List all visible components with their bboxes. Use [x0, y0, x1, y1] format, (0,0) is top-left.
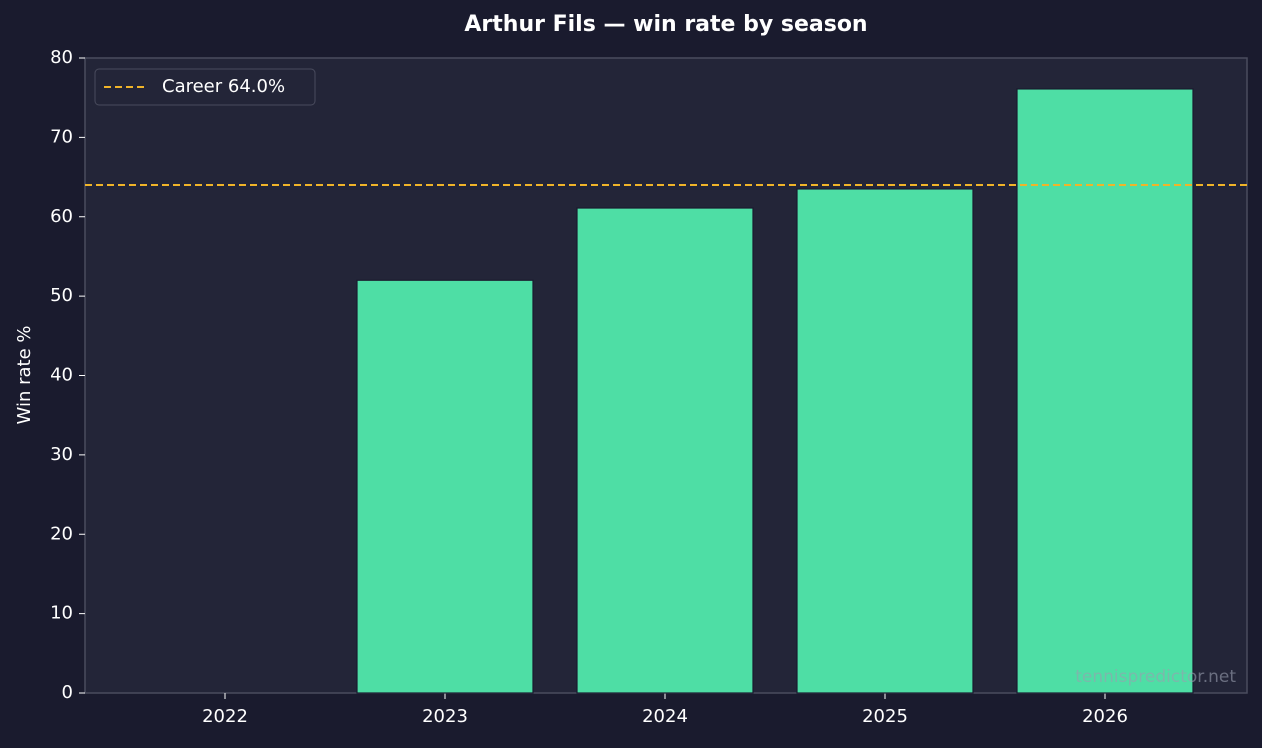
x-tick-label: 2026: [1082, 706, 1128, 727]
y-tick-label: 60: [50, 206, 73, 227]
bar: [356, 279, 534, 694]
y-tick-label: 30: [50, 444, 73, 465]
y-axis-label: Win rate %: [14, 326, 35, 425]
x-tick-label: 2023: [422, 706, 468, 727]
x-tick-label: 2022: [202, 706, 248, 727]
y-tick-label: 20: [50, 523, 73, 544]
y-tick-label: 40: [50, 365, 73, 386]
chart-title: Arthur Fils — win rate by season: [464, 12, 867, 37]
legend-label: Career 64.0%: [162, 76, 285, 97]
y-tick-label: 0: [62, 682, 73, 703]
y-tick-label: 50: [50, 285, 73, 306]
x-tick-label: 2024: [642, 706, 688, 727]
bar: [576, 207, 754, 694]
x-tick-label: 2025: [862, 706, 908, 727]
bar: [796, 188, 974, 694]
y-tick-label: 80: [50, 47, 73, 68]
y-tick-label: 10: [50, 603, 73, 624]
bar: [1016, 88, 1194, 694]
legend-box: [94, 68, 316, 106]
watermark: tennispredictor.net: [1075, 667, 1236, 687]
y-tick-label: 70: [50, 126, 73, 147]
